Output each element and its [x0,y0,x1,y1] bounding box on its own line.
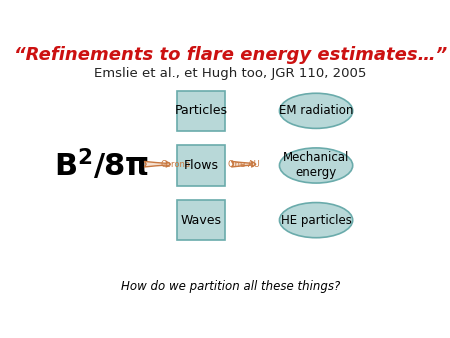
Text: Corona: Corona [161,160,191,169]
Text: Emslie et al., et Hugh too, JGR 110, 2005: Emslie et al., et Hugh too, JGR 110, 200… [94,67,367,79]
Text: $\mathbf{B^2/8\pi}$: $\mathbf{B^2/8\pi}$ [54,146,149,182]
Text: One AU: One AU [228,160,260,169]
Text: Waves: Waves [180,214,221,227]
Text: How do we partition all these things?: How do we partition all these things? [121,280,340,293]
FancyBboxPatch shape [177,200,225,240]
Text: Mechanical
energy: Mechanical energy [283,151,349,179]
FancyBboxPatch shape [177,91,225,131]
Ellipse shape [279,93,353,128]
Text: Flows: Flows [184,159,219,172]
Text: EM radiation: EM radiation [279,104,353,117]
Ellipse shape [279,148,353,183]
Text: HE particles: HE particles [281,214,351,227]
Ellipse shape [279,202,353,238]
Text: Particles: Particles [175,104,228,117]
Text: “Refinements to flare energy estimates…”: “Refinements to flare energy estimates…” [14,46,447,64]
FancyBboxPatch shape [177,145,225,186]
